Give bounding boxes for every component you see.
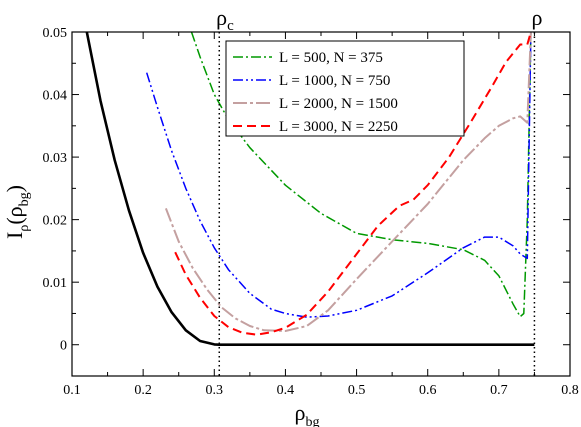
y-tick-label: 0.05 [43, 26, 68, 41]
y-axis-label: Iρ(ρbg) [2, 185, 32, 239]
y-tick-label: 0.01 [43, 276, 68, 291]
x-axis: 0.1 0.2 0.3 0.4 0.5 0.6 0.7 0.8 [63, 32, 579, 398]
rho-c-annotation-sub: c [227, 18, 234, 34]
x-tick-label: 0.2 [134, 383, 152, 398]
x-tick-label: 0.7 [490, 383, 508, 398]
legend: L = 500, N = 375 L = 1000, N = 750 L = 200… [225, 40, 465, 137]
series-line-0 [85, 32, 535, 347]
y-axis-label-paren-sub: bg [17, 192, 32, 206]
x-tick-label: 0.3 [206, 383, 224, 398]
x-tick-label: 0.8 [561, 383, 579, 398]
legend-label: L = 500, N = 375 [279, 50, 383, 66]
y-axis: 0 0.01 0.02 0.03 0.04 0.05 [43, 26, 570, 377]
legend-label: L = 1000, N = 750 [279, 73, 390, 89]
x-tick-label: 0.4 [277, 383, 295, 398]
rho-annotation: ρ [532, 5, 543, 30]
y-axis-label-sub: ρ [17, 225, 32, 232]
legend-label: L = 2000, N = 1500 [279, 96, 398, 112]
x-axis-label: ρbg [295, 400, 320, 427]
x-tick-label: 0.1 [63, 383, 81, 398]
y-tick-label: 0.04 [43, 89, 68, 104]
y-tick-label: 0 [60, 339, 67, 354]
series-line-3 [164, 32, 532, 332]
series-line-4 [174, 32, 532, 336]
x-tick-label: 0.6 [419, 383, 437, 398]
series-line-2 [145, 32, 532, 318]
y-tick-label: 0.03 [43, 151, 68, 166]
rho-c-annotation: ρc [216, 5, 234, 34]
y-tick-label: 0.02 [43, 214, 68, 229]
legend-label: L = 3000, N = 2250 [279, 119, 398, 135]
x-axis-label-sub: bg [305, 415, 319, 427]
x-tick-label: 0.5 [348, 383, 366, 398]
